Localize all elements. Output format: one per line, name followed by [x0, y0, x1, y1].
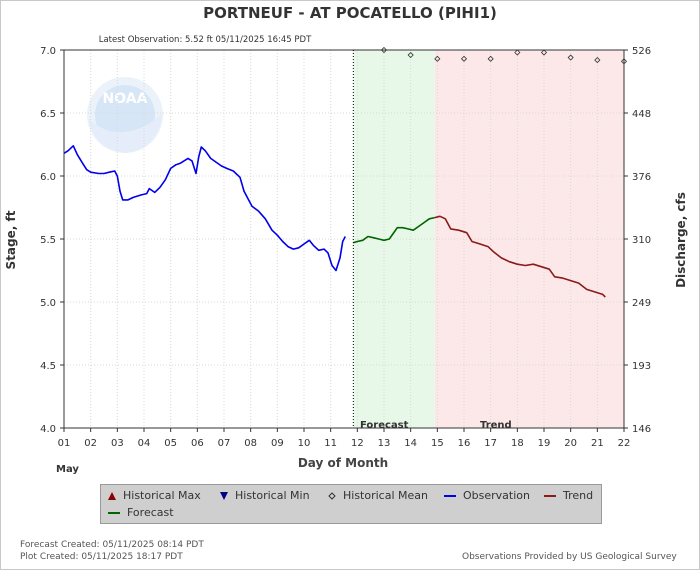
y-tick-label: 6.5	[40, 109, 56, 120]
historical-mean-point	[594, 57, 601, 64]
y-tick-label: 7.0	[40, 46, 56, 57]
historical-mean-point	[514, 49, 521, 56]
x-tick-label: 10	[298, 438, 311, 449]
x-tick-label: 03	[111, 438, 124, 449]
legend-label: Trend	[563, 489, 594, 502]
x-tick-label: 04	[138, 438, 151, 449]
y2-tick-label: 448	[632, 109, 651, 120]
x-tick-label: 06	[191, 438, 204, 449]
plot-border	[63, 49, 625, 429]
line-swatch-icon	[544, 494, 556, 497]
y-tick-label: 6.0	[40, 172, 56, 183]
logo-text: NOAA	[103, 91, 148, 107]
observation-line	[63, 145, 347, 272]
plot-created-text: Plot Created: 05/11/2025 18:17 PDT	[20, 552, 183, 562]
historical-mean-point	[380, 46, 388, 54]
y-tick-label: 5.5	[40, 235, 56, 246]
historical-mean-point	[540, 49, 548, 56]
legend-label: Historical Min	[235, 489, 310, 502]
line-swatch-icon	[108, 511, 120, 514]
x-tick-label: 13	[378, 438, 391, 449]
legend-item-forecast: Forecast	[107, 506, 174, 519]
x-tick-label: 08	[244, 438, 257, 449]
y2-tick-label: 249	[632, 298, 651, 309]
noaa-logo: NOAA	[87, 77, 163, 153]
x-tick-label: 15	[431, 438, 444, 449]
chart-subtitle: Latest Observation: 5.52 ft 05/11/2025 1…	[99, 35, 312, 45]
legend-label: Forecast	[127, 506, 174, 519]
legend-label: Observation	[463, 489, 530, 502]
x-tick-label: 09	[271, 438, 284, 449]
x-tick-label: 01	[58, 438, 71, 449]
x-tick-label: 11	[324, 438, 337, 449]
y-axis-label-right: Discharge, cfs	[674, 192, 688, 288]
historical-mean-point	[407, 51, 414, 59]
x-tick-label: 05	[164, 438, 177, 449]
x-tick-label: 17	[484, 438, 497, 449]
data-provider-text: Observations Provided by US Geological S…	[462, 552, 677, 562]
x-tick-label: 14	[404, 438, 417, 449]
y2-tick-label: 310	[632, 235, 651, 246]
legend-label: Historical Mean	[343, 489, 428, 502]
chart-title: PORTNEUF - AT POCATELLO (PIHI1)	[203, 4, 497, 22]
y2-tick-label: 146	[632, 424, 651, 435]
legend-item-observation: Observation	[443, 489, 530, 502]
historical-mean-point	[460, 55, 468, 62]
legend-label: Historical Max	[123, 489, 201, 502]
y2-tick-label: 376	[632, 172, 651, 183]
y-axis-label-left: Stage, ft	[4, 210, 18, 269]
legend-item-trend: Trend	[543, 489, 593, 502]
legend-item-historical-max: Historical Max	[107, 489, 201, 502]
y2-tick-label: 526	[632, 46, 651, 57]
trend-region-label: Trend	[480, 420, 512, 431]
chart-legend: Historical Max Historical Min Historical…	[100, 484, 602, 524]
forecast-line	[353, 216, 435, 244]
x-tick-label: 21	[591, 438, 604, 449]
x-tick-label: 18	[511, 438, 524, 449]
legend-item-historical-mean: Historical Mean	[327, 489, 428, 502]
y-tick-label: 4.5	[40, 361, 56, 372]
x-tick-label: 19	[538, 438, 551, 449]
x-tick-label: 20	[564, 438, 577, 449]
triangle-up-icon	[108, 491, 116, 500]
historical-mean-point	[487, 55, 494, 62]
line-swatch-icon	[444, 494, 456, 497]
forecast-created-text: Forecast Created: 05/11/2025 08:14 PDT	[20, 540, 204, 550]
y-tick-label: 4.0	[40, 424, 56, 435]
historical-mean-point	[434, 55, 441, 62]
triangle-down-icon	[220, 491, 228, 500]
diamond-icon	[328, 491, 336, 500]
historical-mean-point	[567, 54, 574, 61]
x-tick-label: 12	[351, 438, 364, 449]
legend-item-historical-min: Historical Min	[219, 489, 310, 502]
x-tick-label: 22	[618, 438, 631, 449]
y2-tick-label: 193	[632, 361, 651, 372]
x-tick-label: 16	[458, 438, 471, 449]
x-tick-label: 07	[218, 438, 231, 449]
x-tick-label: 02	[84, 438, 97, 449]
trend-line	[434, 215, 606, 298]
forecast-region-label: Forecast	[360, 420, 409, 431]
month-label: May	[56, 464, 79, 475]
x-axis-label: Day of Month	[298, 456, 388, 470]
y-tick-label: 5.0	[40, 298, 56, 309]
